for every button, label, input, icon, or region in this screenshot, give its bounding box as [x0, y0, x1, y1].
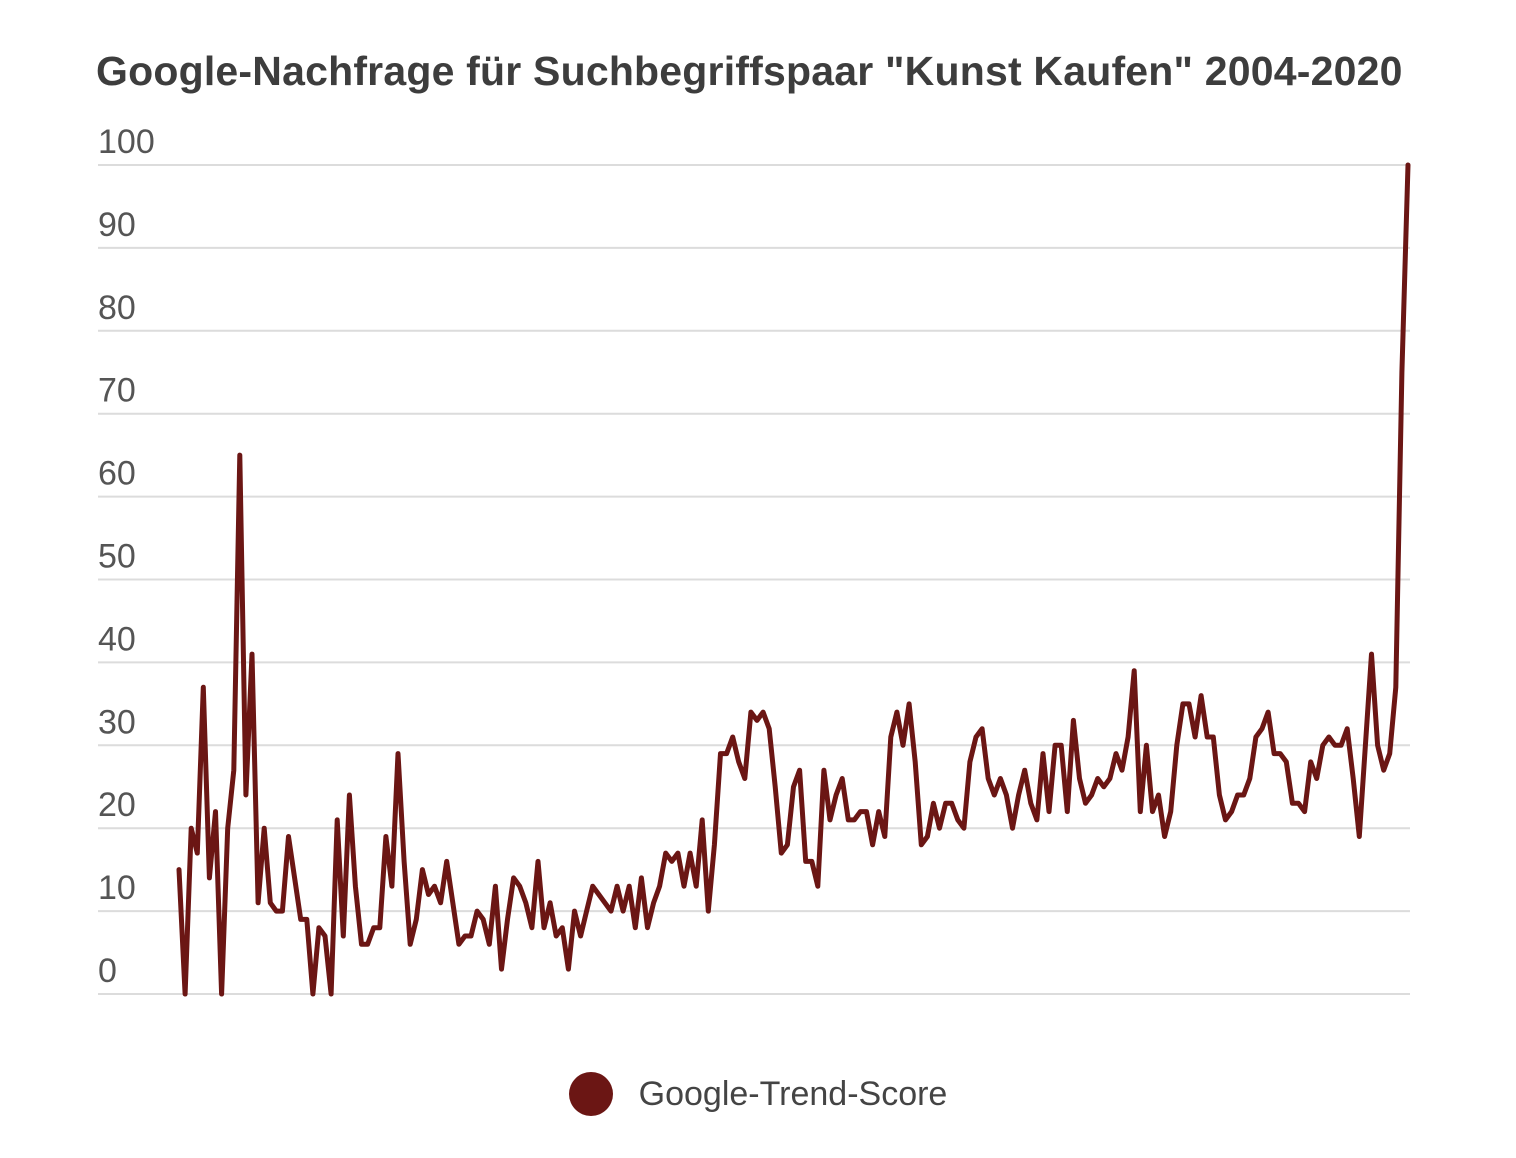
y-tick-label: 40	[98, 620, 136, 658]
series-lines	[176, 162, 1411, 997]
y-tick-label: 70	[98, 372, 136, 410]
y-tick-label: 10	[98, 869, 136, 907]
y-tick-label: 0	[98, 952, 117, 990]
y-tick-label: 100	[98, 123, 155, 161]
y-tick-label: 30	[98, 703, 136, 741]
legend-swatch	[568, 1072, 613, 1116]
series-line	[176, 162, 1411, 997]
y-tick-label: 20	[98, 786, 136, 824]
chart-title: Google-Nachfrage für Suchbegriffspaar "K…	[96, 48, 1403, 94]
y-tick-label: 50	[98, 538, 136, 576]
grid-lines	[98, 164, 1410, 995]
legend-label: Google-Trend-Score	[638, 1074, 948, 1113]
y-tick-label: 90	[98, 206, 136, 244]
y-axis-tick-labels: 0 10 20 30 40 50 60 70 80 90 100	[98, 123, 155, 990]
y-tick-label: 80	[98, 289, 136, 327]
legend: Google-Trend-Score	[0, 1072, 1516, 1116]
y-tick-label: 60	[98, 455, 136, 493]
